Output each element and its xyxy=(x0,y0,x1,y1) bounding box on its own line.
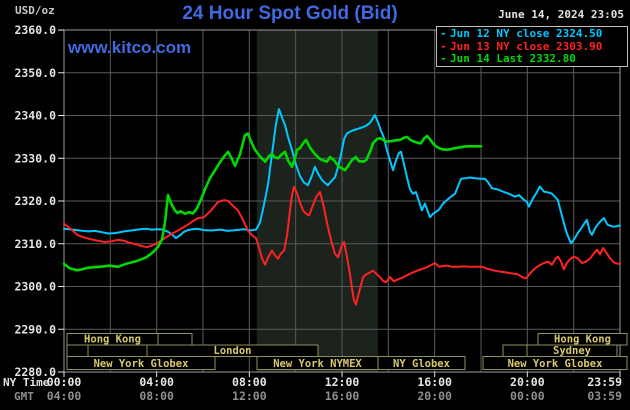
y-tick-label: 2280.0 xyxy=(14,365,56,379)
session-label: Sydney xyxy=(553,345,592,357)
session-box xyxy=(66,356,216,370)
kitco-watermark-link[interactable]: www.kitco.com xyxy=(68,38,192,57)
legend: - Jun 12 NY close 2324.50 - Jun 13 NY clos… xyxy=(436,26,628,67)
session-box xyxy=(87,344,148,357)
gridlines xyxy=(64,30,620,372)
y-axis: 2360.0 2350.0 2340.0 2330.0 2320.0 2310.0 2300… xyxy=(14,23,64,379)
x-tick-label-ny: 00:00 xyxy=(47,375,82,389)
y-tick-label: 2300.0 xyxy=(14,280,56,294)
x-axis: 00:0004:0004:0008:0008:0012:0012:0016:00… xyxy=(47,372,622,403)
x-tick-label-ny: 04:00 xyxy=(139,375,174,389)
x-tick-label-ny: 16:00 xyxy=(417,375,452,389)
page-title: 24 Hour Spot Gold (Bid) xyxy=(182,3,398,24)
session-label: New York Globex xyxy=(94,358,190,370)
chart-datetime: June 14, 2024 23:05 xyxy=(498,8,624,21)
x-tick-label-ny: 08:00 xyxy=(232,375,267,389)
legend-dash-icon: - xyxy=(440,52,447,65)
y-axis-unit-label: USD/oz xyxy=(15,4,55,17)
y-tick-label: 2330.0 xyxy=(14,151,56,165)
x-tick-label-gmt: 03:59 xyxy=(587,389,622,403)
x-tick-label-ny: 23:59 xyxy=(587,375,622,389)
session-label: Hong Kong xyxy=(554,334,611,346)
series-line-jun-12-ny-close xyxy=(63,108,621,245)
legend-item-jun14: - Jun 14 Last 2332.80 xyxy=(440,52,627,66)
session-label: Hong Kong xyxy=(84,334,141,346)
x-tick-label-ny: 12:00 xyxy=(325,375,360,389)
session-label: New York NYMEX xyxy=(273,358,362,370)
x-tick-label-gmt: 04:00 xyxy=(47,389,82,403)
x-tick-label-gmt: 20:00 xyxy=(417,389,452,403)
y-tick-label: 2340.0 xyxy=(14,109,56,123)
session-box xyxy=(502,344,528,357)
legend-item-jun12: - Jun 12 NY close 2324.50 xyxy=(440,27,627,41)
legend-item-jun13: - Jun 13 NY close 2303.90 xyxy=(440,39,627,54)
legend-dash-icon: - xyxy=(440,27,447,40)
session-box xyxy=(157,333,193,346)
series-line-jun-14-last xyxy=(62,132,483,272)
legend-label: Jun 13 NY close 2303.90 xyxy=(450,39,603,53)
x-tick-label-gmt: 16:00 xyxy=(325,389,360,403)
y-tick-label: 2360.0 xyxy=(14,23,56,37)
session-box xyxy=(377,356,466,370)
legend-dash-icon: - xyxy=(440,39,447,53)
session-label: NY Globex xyxy=(393,358,451,370)
session-label: London xyxy=(214,345,252,357)
y-tick-label: 2310.0 xyxy=(14,237,56,251)
legend-label: Jun 12 NY close 2324.50 xyxy=(450,27,603,40)
session-box xyxy=(482,356,628,370)
legend-label: Jun 14 Last 2332.80 xyxy=(450,52,576,65)
y-tick-label: 2320.0 xyxy=(14,194,56,208)
series-line-jun-13-ny-close xyxy=(63,185,621,306)
y-tick-label: 2350.0 xyxy=(14,66,56,80)
x-tick-label-gmt: 00:00 xyxy=(510,389,545,403)
y-tick-label: 2290.0 xyxy=(14,322,56,336)
x-tick-label-gmt: 08:00 xyxy=(139,389,174,403)
session-box xyxy=(66,344,89,357)
session-label: New York Globex xyxy=(508,358,604,370)
x-tick-label-gmt: 12:00 xyxy=(232,389,267,403)
x-axis-row-label-ny-time: NY Time xyxy=(3,376,50,389)
x-axis-row-label-gmt: GMT xyxy=(14,390,34,403)
x-tick-label-ny: 20:00 xyxy=(510,375,545,389)
session-box xyxy=(146,344,319,357)
